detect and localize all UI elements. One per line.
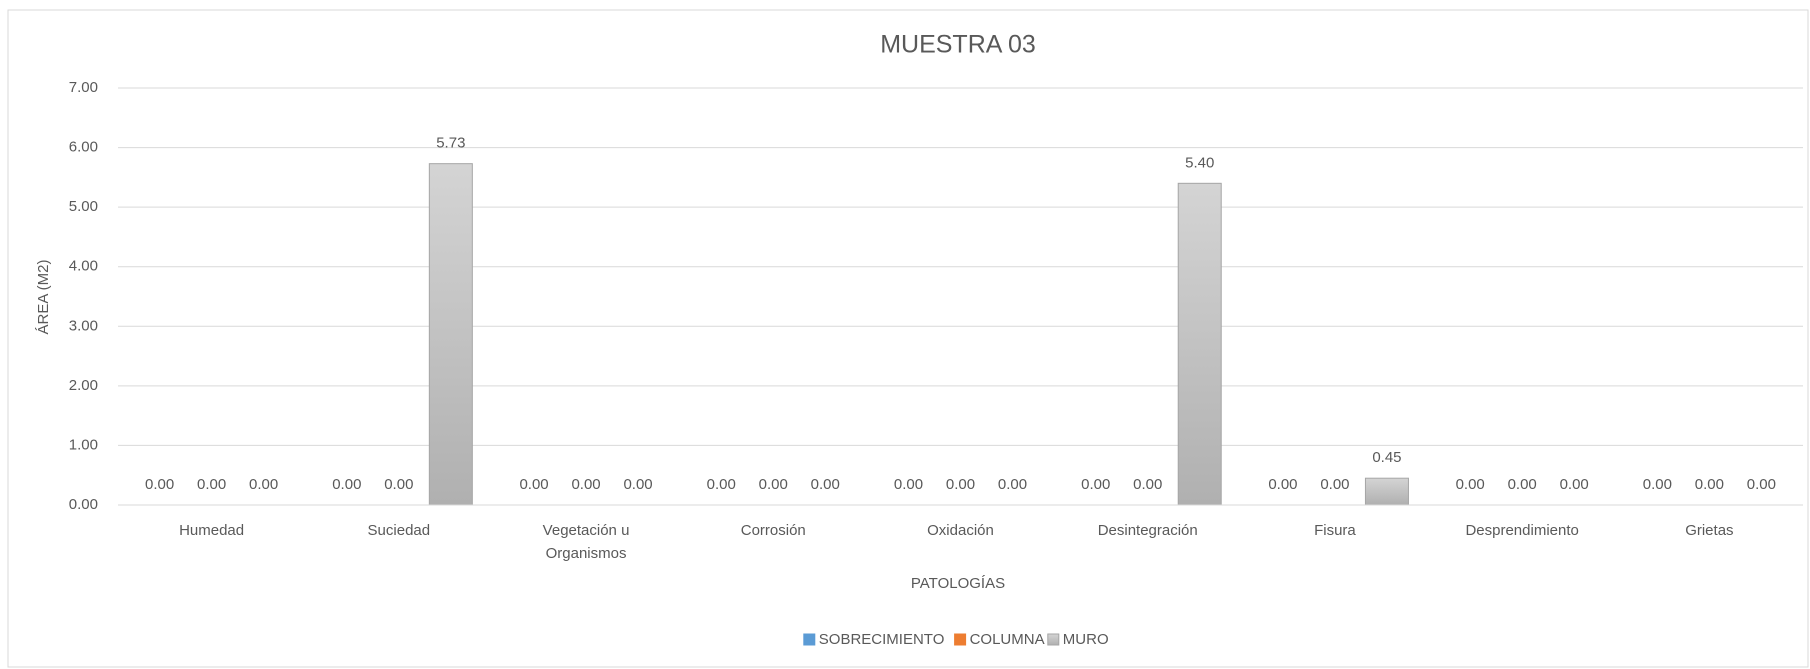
x-tick-label: Desprendimiento <box>1465 522 1579 539</box>
data-label: 0.00 <box>519 476 548 493</box>
data-label: 0.00 <box>946 476 975 493</box>
y-tick-label: 7.00 <box>69 79 98 96</box>
x-tick-wrap: Desprendimiento <box>1465 522 1579 539</box>
bar <box>428 163 473 506</box>
data-label: 5.40 <box>1185 154 1214 171</box>
legend-label: COLUMNA <box>970 631 1045 648</box>
x-tick-wrap: Suciedad <box>367 522 431 539</box>
chart-border <box>7 9 1809 668</box>
data-label: 0.00 <box>249 476 278 493</box>
legend-swatch <box>803 633 816 646</box>
data-label: 0.00 <box>1508 476 1537 493</box>
data-label: 0.00 <box>1268 476 1297 493</box>
y-tick-label: 0.00 <box>69 496 98 513</box>
x-tick-label: Fisura <box>1314 522 1356 539</box>
data-label: 0.00 <box>145 476 174 493</box>
x-tick-wrap: Desintegración <box>1097 522 1198 539</box>
data-label: 0.00 <box>1456 476 1485 493</box>
data-label: 0.00 <box>759 476 788 493</box>
y-tick-label: 3.00 <box>69 317 98 334</box>
data-label: 0.00 <box>571 476 600 493</box>
data-label: 0.00 <box>197 476 226 493</box>
x-tick-label: Vegetación u Organismos <box>542 522 630 562</box>
x-tick-wrap: Vegetación u Organismos <box>542 522 630 562</box>
bar <box>1177 182 1222 506</box>
y-tick-label: 1.00 <box>69 436 98 453</box>
data-label: 0.00 <box>384 476 413 493</box>
x-tick-label: Suciedad <box>367 522 431 539</box>
y-tick-label: 4.00 <box>69 258 98 275</box>
y-tick-label: 2.00 <box>69 377 98 394</box>
data-label: 5.73 <box>436 135 465 152</box>
data-label: 0.00 <box>707 476 736 493</box>
y-tick-label: 6.00 <box>69 139 98 156</box>
bar <box>1364 477 1409 506</box>
legend-label: MURO <box>1063 631 1109 648</box>
x-tick-wrap: Fisura <box>1314 522 1356 539</box>
data-label: 0.00 <box>1560 476 1589 493</box>
y-tick-label: 5.00 <box>69 198 98 215</box>
data-label: 0.00 <box>332 476 361 493</box>
data-label: 0.00 <box>811 476 840 493</box>
x-tick-wrap: Grietas <box>1685 522 1734 539</box>
data-label: 0.00 <box>1133 476 1162 493</box>
x-tick-label: Humedad <box>179 522 245 539</box>
data-label: 0.00 <box>894 476 923 493</box>
x-tick-wrap: Humedad <box>179 522 245 539</box>
legend-swatch <box>954 633 967 646</box>
data-label: 0.00 <box>623 476 652 493</box>
data-label: 0.00 <box>1747 476 1776 493</box>
x-tick-wrap: Corrosión <box>740 522 806 539</box>
data-label: 0.00 <box>1643 476 1672 493</box>
legend-label: SOBRECIMIENTO <box>819 631 945 648</box>
x-tick-label: Oxidación <box>927 522 994 539</box>
x-axis-title: PATOLOGÍAS <box>911 575 1005 592</box>
x-tick-label: Desintegración <box>1097 522 1198 539</box>
data-label: 0.00 <box>1081 476 1110 493</box>
x-tick-label: Grietas <box>1685 522 1734 539</box>
legend-swatch <box>1047 633 1060 646</box>
x-tick-wrap: Oxidación <box>927 522 994 539</box>
chart-title: MUESTRA 03 <box>880 31 1036 59</box>
x-tick-label: Corrosión <box>740 522 806 539</box>
y-axis-title: ÁREA (M2) <box>35 259 52 334</box>
data-label: 0.00 <box>998 476 1027 493</box>
data-label: 0.45 <box>1372 449 1401 466</box>
data-label: 0.00 <box>1320 476 1349 493</box>
data-label: 0.00 <box>1695 476 1724 493</box>
